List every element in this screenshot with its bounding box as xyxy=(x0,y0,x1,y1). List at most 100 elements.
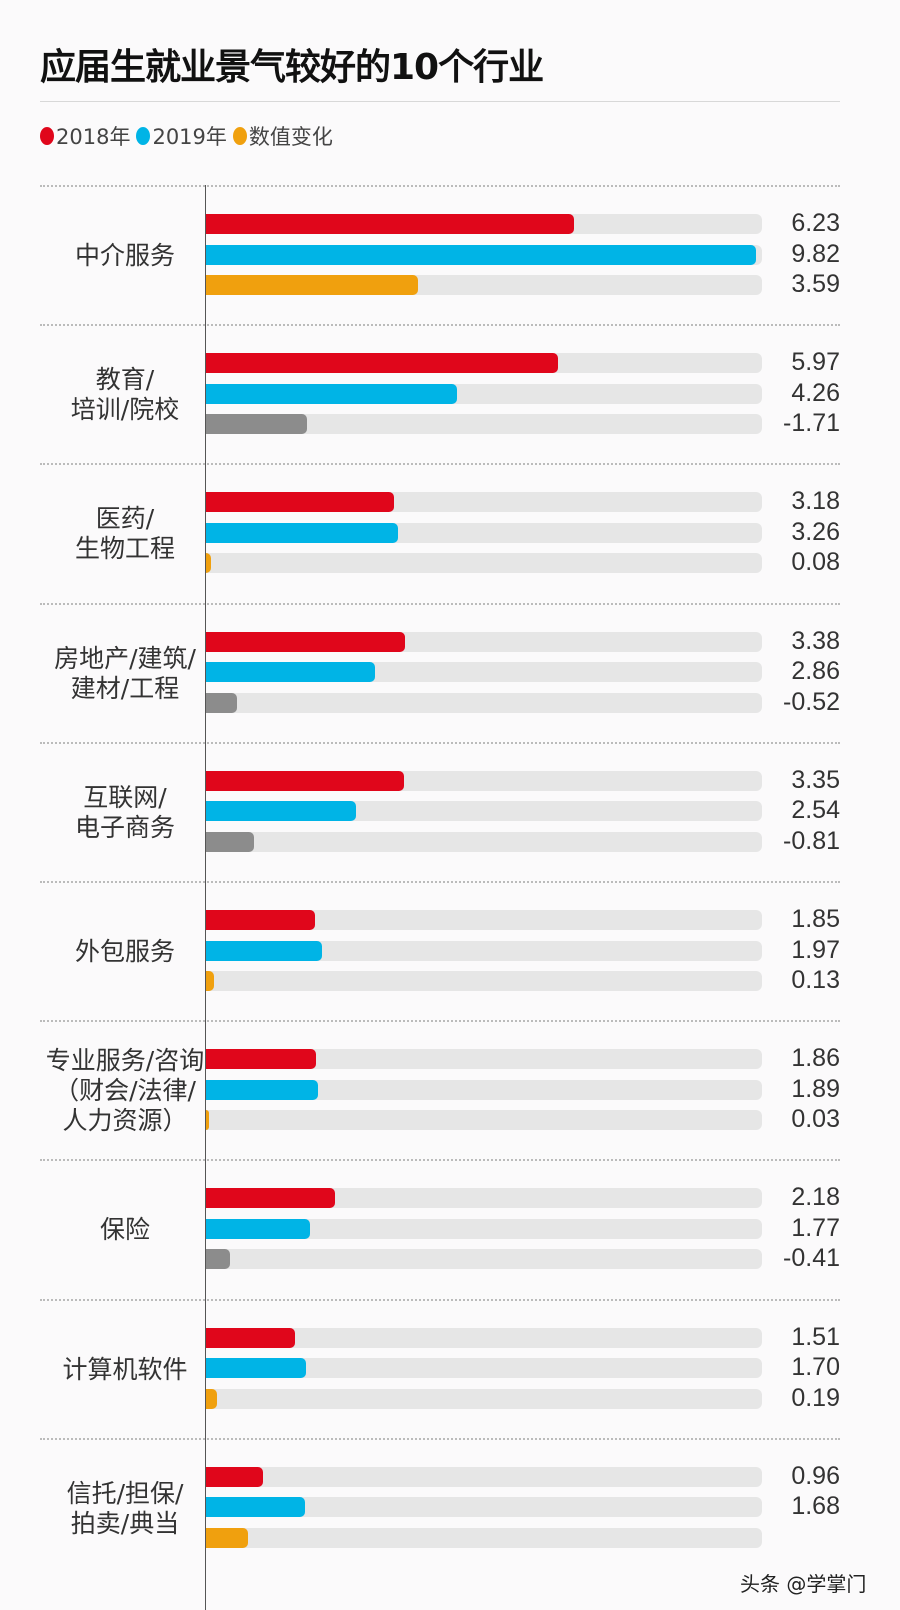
bar-2018 xyxy=(206,353,559,374)
category-label-line: 人力资源） xyxy=(62,1106,188,1136)
bar-track xyxy=(206,1327,762,1348)
data-label: 0.19 xyxy=(791,1383,840,1412)
category-label-line: 互联网/ xyxy=(83,782,167,812)
bar-change xyxy=(206,971,214,991)
category-label-line: 专业服务/咨询 xyxy=(45,1046,205,1076)
data-label: 0.96 xyxy=(791,1461,840,1490)
bar-track xyxy=(206,971,762,991)
data-label: 3.59 xyxy=(791,270,840,298)
category-label-line: （财会/法律/ xyxy=(54,1076,196,1106)
bar-track xyxy=(206,940,762,961)
group-divider xyxy=(40,1020,840,1023)
category-label: 中介服务 xyxy=(30,241,220,271)
bar-2019 xyxy=(206,801,356,822)
data-label: -0.52 xyxy=(783,687,840,716)
category-label: 专业服务/咨询 （财会/法律/人力资源） xyxy=(30,1046,220,1136)
bar-track xyxy=(206,801,762,822)
data-label: 1.51 xyxy=(791,1322,840,1351)
group-divider xyxy=(40,1437,840,1440)
bar-2018 xyxy=(206,1327,296,1348)
bar-track xyxy=(206,910,762,930)
bar-track xyxy=(206,1497,762,1518)
bar-2018 xyxy=(206,910,316,930)
category-label: 教育/培训/院校 xyxy=(30,365,220,425)
data-label: 1.86 xyxy=(791,1044,840,1073)
data-label: 2.18 xyxy=(791,1183,840,1212)
bar-track xyxy=(206,214,762,234)
legend: 2018年 2019年 数值变化 xyxy=(40,121,333,151)
category-label-line: 生物工程 xyxy=(74,534,175,564)
data-label: 6.23 xyxy=(791,209,840,237)
group-divider xyxy=(40,602,840,605)
y-axis-line xyxy=(205,185,206,1610)
group-divider xyxy=(40,185,840,187)
legend-item-2018: 2018年 xyxy=(40,121,130,151)
bar-2019 xyxy=(206,662,375,683)
bar-2018 xyxy=(206,770,404,791)
bar-2018 xyxy=(206,631,406,652)
bar-change xyxy=(206,1527,249,1548)
data-label: 1.89 xyxy=(791,1074,840,1103)
data-label: -1.71 xyxy=(783,409,840,438)
bar-track xyxy=(206,1188,762,1209)
category-label-line: 外包服务 xyxy=(74,937,175,966)
legend-label: 2018年 xyxy=(56,125,131,149)
bar-change xyxy=(206,414,307,435)
data-label: 9.82 xyxy=(791,239,840,268)
group-divider xyxy=(40,881,840,883)
data-label: 1.97 xyxy=(791,935,840,964)
bar-2019 xyxy=(206,522,399,543)
bar-2019 xyxy=(206,1358,307,1379)
bar-2019 xyxy=(206,1497,306,1518)
category-label: 计算机软件 xyxy=(30,1355,220,1385)
category-label: 外包服务 xyxy=(30,937,220,967)
bar-2019 xyxy=(206,1079,318,1100)
data-label: 1.70 xyxy=(791,1353,840,1382)
bar-2019 xyxy=(206,940,323,961)
legend-dot-icon xyxy=(40,127,54,145)
group-divider xyxy=(40,324,840,327)
legend-dot-icon xyxy=(232,127,247,145)
bar-track xyxy=(206,1079,762,1100)
data-label: 0.13 xyxy=(791,966,840,994)
bar-track xyxy=(206,275,762,295)
category-label-line: 中介服务 xyxy=(74,241,175,270)
category-label-line: 拍卖/典当 xyxy=(70,1508,180,1538)
bar-track xyxy=(206,1249,762,1270)
bar-change xyxy=(206,553,211,574)
bar-track xyxy=(206,1049,762,1070)
bar-track xyxy=(206,1110,762,1131)
bar-track xyxy=(206,631,762,652)
category-label: 互联网/电子商务 xyxy=(30,783,220,843)
bar-track xyxy=(206,692,762,713)
category-label-line: 建材/工程 xyxy=(70,673,180,703)
bar-2019 xyxy=(206,244,756,265)
data-label: 0.03 xyxy=(791,1105,840,1134)
category-label: 信托/担保/拍卖/典当 xyxy=(30,1479,220,1539)
data-label: 3.35 xyxy=(791,765,840,794)
bar-2018 xyxy=(206,1049,316,1070)
category-label: 保险 xyxy=(30,1215,220,1245)
bar-track xyxy=(206,1527,762,1548)
category-label: 医药/生物工程 xyxy=(30,504,220,564)
bar-2019 xyxy=(206,1218,311,1239)
bar-2018 xyxy=(206,1188,335,1209)
bar-track xyxy=(206,1466,762,1487)
bar-change xyxy=(206,1388,218,1409)
bar-track xyxy=(206,353,762,374)
bar-track xyxy=(206,831,762,852)
data-label: 3.26 xyxy=(791,517,840,546)
bar-track xyxy=(206,1218,762,1239)
bar-2019 xyxy=(206,383,458,404)
group-divider xyxy=(40,1159,840,1162)
bar-2018 xyxy=(206,1466,263,1487)
legend-label: 数值变化 xyxy=(248,125,333,149)
bar-change xyxy=(206,1249,231,1270)
bar-change xyxy=(206,275,418,295)
bar-track xyxy=(206,244,762,265)
data-label: 1.77 xyxy=(791,1213,840,1242)
category-label-line: 教育/ xyxy=(95,365,155,395)
data-label: 4.26 xyxy=(791,378,840,407)
bar-track xyxy=(206,662,762,683)
category-label-line: 培训/院校 xyxy=(70,395,180,425)
